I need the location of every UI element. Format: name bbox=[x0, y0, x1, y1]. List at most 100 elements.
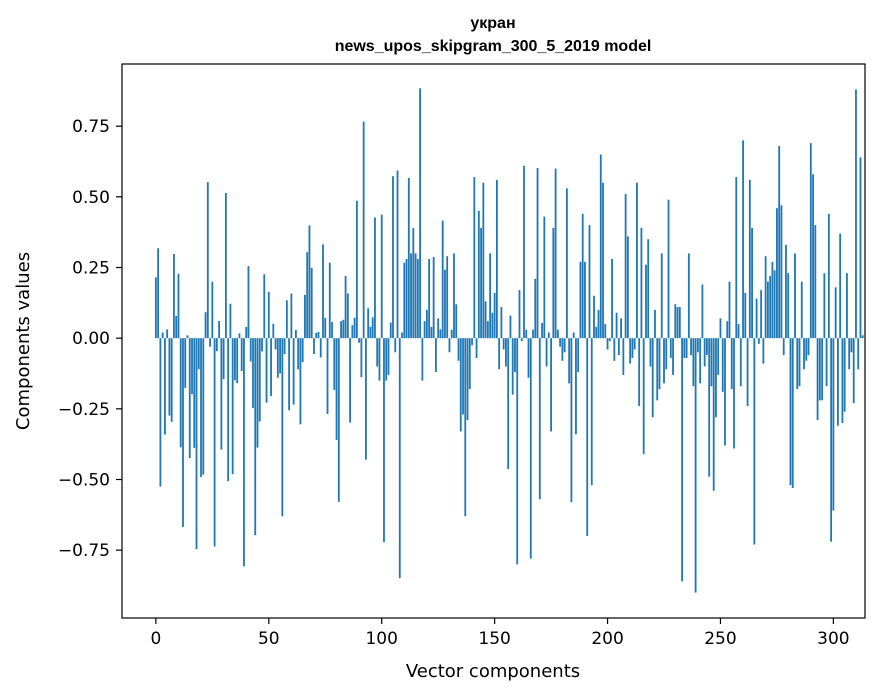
bar-193 bbox=[590, 338, 593, 486]
bar-153 bbox=[500, 307, 503, 339]
bar-135 bbox=[459, 338, 462, 432]
bar-212 bbox=[633, 338, 636, 350]
bar-93 bbox=[365, 338, 367, 460]
bar-260 bbox=[742, 140, 744, 339]
y-axis: −0.75 −0.50 −0.25 0.00 0.25 0.50 0.75 bbox=[58, 117, 122, 561]
bar-47 bbox=[261, 338, 263, 352]
bar-218 bbox=[647, 239, 650, 339]
bar-225 bbox=[663, 338, 665, 384]
bar-300 bbox=[832, 338, 835, 511]
bar-38 bbox=[240, 338, 243, 371]
bar-222 bbox=[656, 338, 659, 401]
bar-301 bbox=[834, 287, 837, 339]
bar-210 bbox=[629, 338, 632, 364]
bar-202 bbox=[611, 259, 613, 339]
bar-92 bbox=[362, 121, 365, 339]
bar-83 bbox=[342, 319, 345, 339]
bar-140 bbox=[471, 338, 473, 346]
bar-312 bbox=[859, 157, 862, 339]
bar-274 bbox=[773, 270, 776, 339]
bar-201 bbox=[608, 338, 611, 341]
x-tick-label: 300 bbox=[817, 629, 849, 649]
bar-112 bbox=[407, 177, 410, 339]
bar-245 bbox=[708, 338, 711, 477]
bar-302 bbox=[837, 338, 839, 426]
bar-223 bbox=[658, 338, 661, 390]
bar-138 bbox=[466, 338, 469, 421]
bar-200 bbox=[606, 338, 609, 350]
bar-40 bbox=[245, 326, 248, 339]
bar-12 bbox=[182, 338, 184, 527]
bar-105 bbox=[392, 176, 394, 339]
bar-290 bbox=[809, 143, 812, 339]
chart-title: укран bbox=[470, 15, 515, 32]
bar-310 bbox=[855, 89, 857, 339]
bar-217 bbox=[645, 264, 647, 339]
bar-264 bbox=[751, 227, 753, 339]
bar-146 bbox=[484, 301, 487, 339]
bar-311 bbox=[857, 338, 860, 370]
bar-160 bbox=[516, 338, 519, 565]
bar-279 bbox=[785, 244, 787, 339]
bar-52 bbox=[272, 323, 275, 339]
bar-150 bbox=[493, 292, 496, 339]
bar-307 bbox=[848, 338, 851, 370]
bar-265 bbox=[753, 338, 756, 545]
bar-99 bbox=[378, 338, 381, 381]
bar-271 bbox=[766, 281, 769, 339]
bar-75 bbox=[324, 317, 327, 339]
bar-27 bbox=[215, 338, 218, 352]
bar-20 bbox=[200, 338, 202, 477]
bar-281 bbox=[789, 338, 792, 486]
bar-121 bbox=[428, 259, 431, 339]
bar-266 bbox=[755, 298, 758, 339]
bar-204 bbox=[615, 312, 618, 339]
bar-171 bbox=[541, 322, 543, 339]
bar-117 bbox=[419, 88, 422, 339]
bar-189 bbox=[581, 213, 584, 339]
bar-221 bbox=[654, 309, 656, 339]
bar-188 bbox=[579, 261, 582, 339]
bar-54 bbox=[276, 338, 279, 378]
bar-101 bbox=[383, 338, 385, 543]
bar-299 bbox=[830, 338, 833, 542]
bar-50 bbox=[267, 291, 270, 339]
bar-259 bbox=[739, 338, 742, 387]
bar-267 bbox=[757, 338, 760, 344]
x-tick-label: 100 bbox=[365, 629, 397, 649]
bar-247 bbox=[712, 338, 715, 491]
bar-147 bbox=[486, 321, 489, 339]
bar-64 bbox=[299, 338, 302, 425]
bar-131 bbox=[450, 329, 453, 339]
bar-294 bbox=[818, 338, 821, 401]
bar-284 bbox=[796, 338, 799, 390]
bar-243 bbox=[703, 338, 706, 367]
bar-230 bbox=[674, 304, 677, 339]
bar-79 bbox=[333, 338, 336, 390]
bar-42 bbox=[249, 338, 252, 362]
bar-2 bbox=[159, 338, 162, 487]
bar-126 bbox=[439, 329, 442, 339]
y-tick-label: −0.75 bbox=[58, 541, 110, 561]
bar-13 bbox=[184, 338, 187, 388]
bar-55 bbox=[279, 338, 281, 374]
bar-273 bbox=[771, 261, 774, 339]
bar-5 bbox=[166, 329, 169, 339]
bar-91 bbox=[360, 338, 363, 378]
bar-102 bbox=[385, 338, 388, 381]
bar-252 bbox=[724, 338, 726, 446]
bar-129 bbox=[446, 256, 449, 339]
bar-180 bbox=[561, 338, 564, 361]
bar-237 bbox=[690, 338, 693, 356]
bar-130 bbox=[448, 338, 451, 353]
bar-66 bbox=[304, 294, 306, 339]
x-tick-label: 150 bbox=[478, 629, 510, 649]
bar-88 bbox=[353, 317, 356, 339]
bar-90 bbox=[358, 338, 361, 343]
y-tick-label: −0.25 bbox=[58, 400, 110, 420]
bar-10 bbox=[177, 273, 180, 339]
bar-186 bbox=[575, 338, 577, 435]
bar-270 bbox=[764, 256, 767, 339]
bar-143 bbox=[477, 210, 480, 339]
bar-16 bbox=[191, 338, 193, 395]
